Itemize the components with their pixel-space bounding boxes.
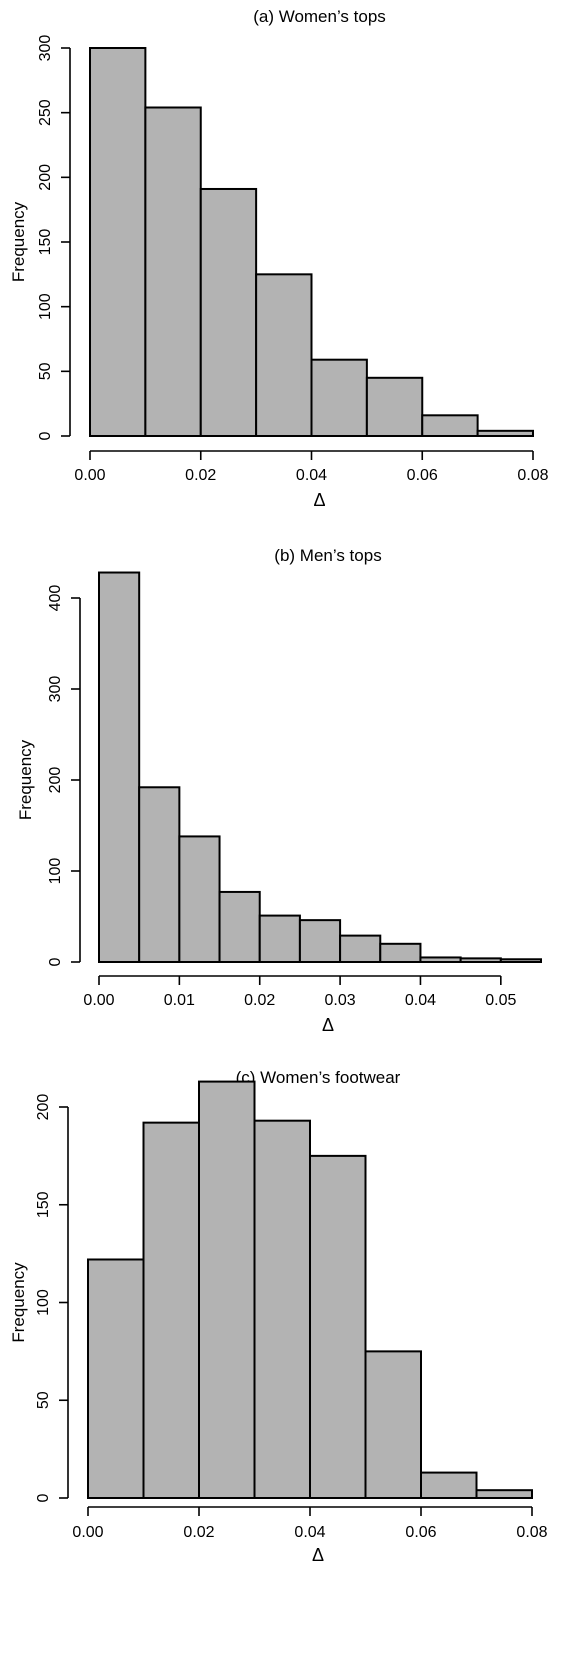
y-tick-label: 300 bbox=[37, 35, 54, 62]
histogram-panel-2: (b) Men’s tops 0.00 0.01 0.02 0.03 0.04 0.05 Δ 0… bbox=[16, 546, 542, 1035]
histogram-bar bbox=[142, 1121, 200, 1499]
x-axis-label: Δ bbox=[312, 1545, 324, 1565]
y-tick-label: 300 bbox=[47, 676, 64, 703]
histogram-bar bbox=[309, 1154, 367, 1499]
histogram-bar bbox=[475, 1489, 533, 1500]
histogram-bar bbox=[258, 914, 301, 964]
y-tick-label: 200 bbox=[47, 767, 64, 794]
x-tick-label: 0.02 bbox=[244, 992, 275, 1009]
y-axis-label: Frequency bbox=[16, 739, 35, 820]
histogram-bar bbox=[89, 47, 147, 437]
histogram-bar bbox=[310, 358, 368, 437]
y-tick-label: 50 bbox=[35, 1391, 52, 1409]
x-tick-label: 0.06 bbox=[405, 1524, 436, 1541]
histogram-bar bbox=[199, 187, 258, 437]
y-tick-label: 150 bbox=[37, 229, 54, 256]
y-tick-label: 400 bbox=[47, 585, 64, 612]
y-tick-label: 250 bbox=[37, 99, 54, 126]
histogram-bar bbox=[138, 786, 181, 964]
histogram-bar bbox=[255, 273, 313, 438]
x-tick-label: 0.06 bbox=[407, 467, 438, 484]
histogram-bar bbox=[144, 106, 202, 437]
y-tick-label: 0 bbox=[47, 957, 64, 966]
y-tick-label: 0 bbox=[37, 431, 54, 440]
y-tick-label: 100 bbox=[37, 293, 54, 320]
histogram-bar bbox=[420, 1471, 478, 1499]
x-tick-label: 0.01 bbox=[164, 992, 195, 1009]
y-tick-label: 0 bbox=[35, 1493, 52, 1502]
chart-title: (a) Women’s tops bbox=[253, 7, 386, 26]
histogram-bar bbox=[476, 429, 534, 437]
y-tick-label: 150 bbox=[35, 1191, 52, 1218]
x-tick-label: 0.04 bbox=[294, 1524, 325, 1541]
x-tick-label: 0.08 bbox=[516, 1524, 547, 1541]
y-tick-label: 50 bbox=[37, 362, 54, 380]
x-tick-label: 0.00 bbox=[83, 992, 114, 1009]
y-tick-label: 200 bbox=[37, 164, 54, 191]
histogram-bar bbox=[419, 956, 462, 964]
x-tick-label: 0.05 bbox=[485, 992, 516, 1009]
histogram-bar bbox=[298, 919, 342, 964]
y-tick-label: 100 bbox=[35, 1289, 52, 1316]
x-tick-label: 0.02 bbox=[183, 1524, 214, 1541]
histogram-bar bbox=[178, 835, 221, 963]
x-tick-label: 0.08 bbox=[517, 467, 548, 484]
y-axis-label: Frequency bbox=[9, 201, 28, 282]
x-tick-label: 0.02 bbox=[185, 467, 216, 484]
histogram-bar bbox=[379, 942, 422, 963]
y-axis-label: Frequency bbox=[9, 1262, 28, 1343]
y-tick-label: 100 bbox=[47, 858, 64, 885]
x-tick-label: 0.00 bbox=[74, 467, 105, 484]
histogram-bar bbox=[253, 1119, 311, 1500]
histogram-bar bbox=[421, 414, 479, 438]
chart-title: (b) Men’s tops bbox=[274, 546, 381, 565]
histogram-bar bbox=[98, 571, 141, 964]
histogram-bar bbox=[364, 1350, 422, 1499]
histogram-bar bbox=[87, 1258, 145, 1499]
x-tick-label: 0.00 bbox=[72, 1524, 103, 1541]
histogram-bar bbox=[499, 958, 542, 964]
histogram-bar bbox=[218, 890, 261, 963]
y-tick-label: 200 bbox=[35, 1094, 52, 1121]
x-axis-label: Δ bbox=[313, 490, 325, 510]
chart-title: (c) Women’s footwear bbox=[236, 1068, 401, 1087]
histogram-panel-1: (a) Women’s tops 0.00 0.02 0.04 0.06 0.08 Δ 0 50… bbox=[9, 7, 549, 510]
histogram-bar bbox=[365, 376, 424, 437]
x-tick-label: 0.04 bbox=[405, 992, 436, 1009]
histogram-panel-3: (c) Women’s footwear 0.00 0.02 0.04 0.06 0.08… bbox=[9, 1068, 548, 1565]
histogram-bar bbox=[339, 934, 382, 963]
histogram-bar bbox=[459, 957, 502, 963]
x-tick-label: 0.04 bbox=[296, 467, 327, 484]
x-axis-label: Δ bbox=[322, 1015, 334, 1035]
histogram-bar bbox=[198, 1080, 256, 1499]
x-tick-label: 0.03 bbox=[325, 992, 356, 1009]
